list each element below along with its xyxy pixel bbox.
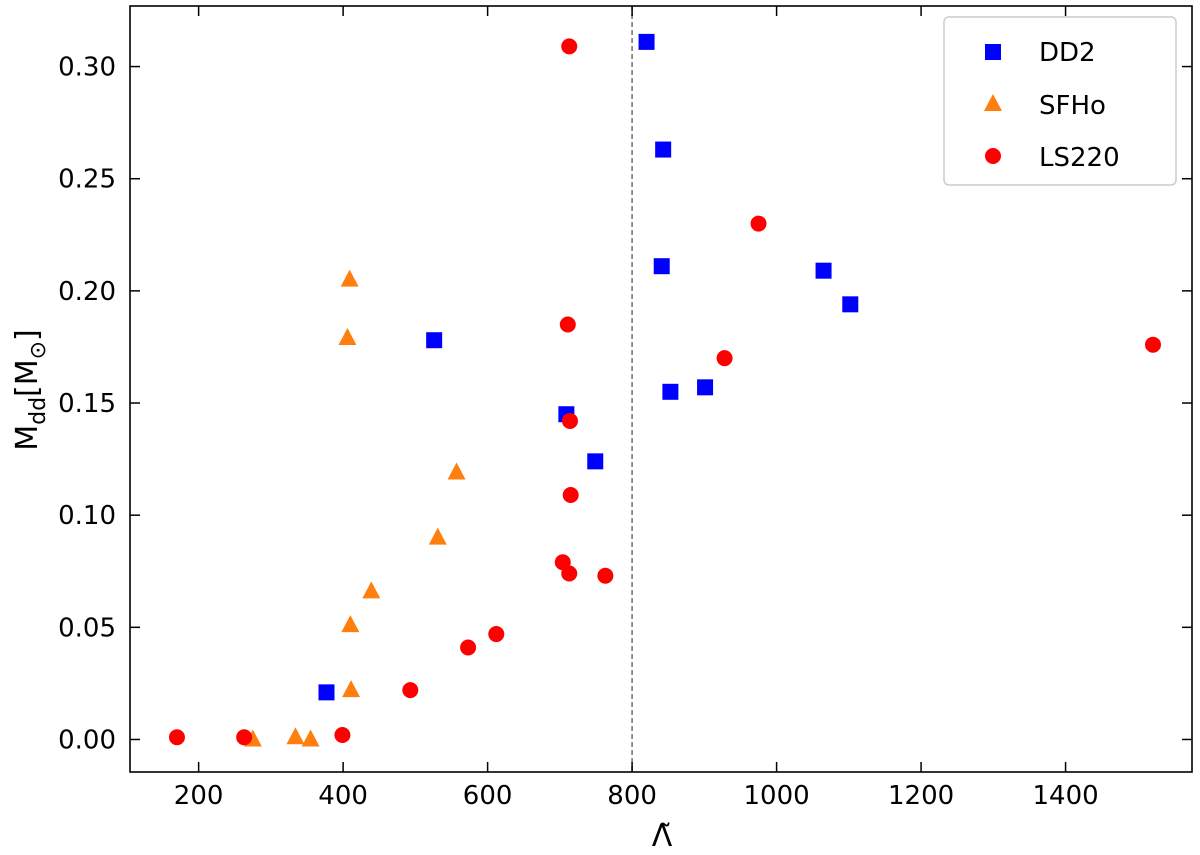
data-point-sfho [362, 581, 381, 599]
x-tick-label: 1000 [744, 781, 810, 811]
y-axis-label-unit-open: [M [10, 359, 45, 397]
x-tick-label: 1200 [888, 781, 954, 811]
data-point-dd2 [842, 296, 859, 313]
y-axis-label-unit-sub: ⊙ [26, 341, 51, 359]
axes-layer [129, 5, 1193, 773]
x-tick-label: 1400 [1032, 781, 1098, 811]
legend-label-ls220: LS220 [1039, 143, 1120, 173]
data-point-ls220 [460, 639, 477, 656]
y-tick-label: 0.25 [58, 165, 116, 195]
data-point-sfho [447, 462, 466, 480]
series-sfho [243, 269, 466, 747]
data-point-sfho [338, 327, 357, 345]
data-point-dd2 [587, 453, 604, 470]
data-point-sfho [428, 527, 447, 545]
data-point-ls220 [561, 38, 578, 55]
legend-box [943, 16, 1177, 186]
data-point-sfho [341, 615, 360, 633]
legend-marker-ls220 [985, 148, 1001, 164]
data-point-ls220 [562, 486, 579, 503]
legend-marker-dd2 [985, 44, 1001, 60]
y-axis-ticks: 0.00 0.05 0.10 0.15 0.20 0.25 0.30 [58, 53, 1192, 755]
x-axis-ticks: 200 400 600 800 1000 1200 1400 [174, 6, 1099, 811]
x-tick-label: 600 [463, 781, 513, 811]
data-point-sfho [286, 727, 305, 745]
y-axis-label-sub: dd [26, 397, 51, 425]
data-point-dd2 [426, 332, 443, 349]
data-point-dd2 [655, 141, 672, 158]
x-tick-label: 400 [318, 781, 368, 811]
data-point-dd2 [815, 262, 832, 279]
data-point-ls220 [561, 565, 578, 582]
legend-markers [984, 44, 1002, 164]
data-point-ls220 [236, 729, 253, 746]
x-tick-label: 800 [607, 781, 657, 811]
data-point-sfho [301, 729, 320, 747]
data-point-ls220 [1144, 336, 1161, 353]
legend-marker-sfho [984, 94, 1002, 111]
y-tick-label: 0.30 [58, 53, 116, 83]
x-axis-label: Λ̃ [652, 819, 673, 854]
data-point-dd2 [662, 383, 679, 400]
data-points-layer [168, 33, 1161, 747]
series-dd2 [318, 33, 859, 701]
data-point-dd2 [653, 258, 670, 275]
y-tick-label: 0.15 [58, 389, 116, 419]
data-point-ls220 [597, 567, 614, 584]
data-point-sfho [342, 680, 361, 698]
y-tick-label: 0.00 [58, 725, 116, 755]
x-tick-label: 200 [174, 781, 224, 811]
data-point-ls220 [402, 682, 419, 699]
data-point-dd2 [697, 379, 714, 396]
data-point-ls220 [559, 316, 576, 333]
legend-label-sfho: SFHo [1039, 91, 1106, 121]
y-tick-label: 0.10 [58, 501, 116, 531]
legend-label-dd2: DD2 [1039, 38, 1096, 68]
data-point-ls220 [750, 215, 767, 232]
y-tick-label: 0.20 [58, 277, 116, 307]
y-axis-label-main: M [10, 425, 45, 451]
legend: DD2 SFHo LS220 [943, 16, 1177, 186]
y-tick-label: 0.05 [58, 613, 116, 643]
data-point-ls220 [716, 350, 733, 367]
data-point-dd2 [318, 684, 335, 701]
series-ls220 [168, 38, 1161, 746]
data-point-sfho [340, 269, 359, 287]
y-axis-label: Mdd[M⊙] [10, 329, 51, 451]
data-point-ls220 [334, 726, 351, 743]
data-point-dd2 [638, 33, 655, 50]
y-axis-label-unit-close: ] [10, 329, 45, 341]
data-point-ls220 [168, 729, 185, 746]
data-point-ls220 [488, 626, 505, 643]
plot-frame [129, 5, 1193, 773]
data-point-ls220 [561, 412, 578, 429]
